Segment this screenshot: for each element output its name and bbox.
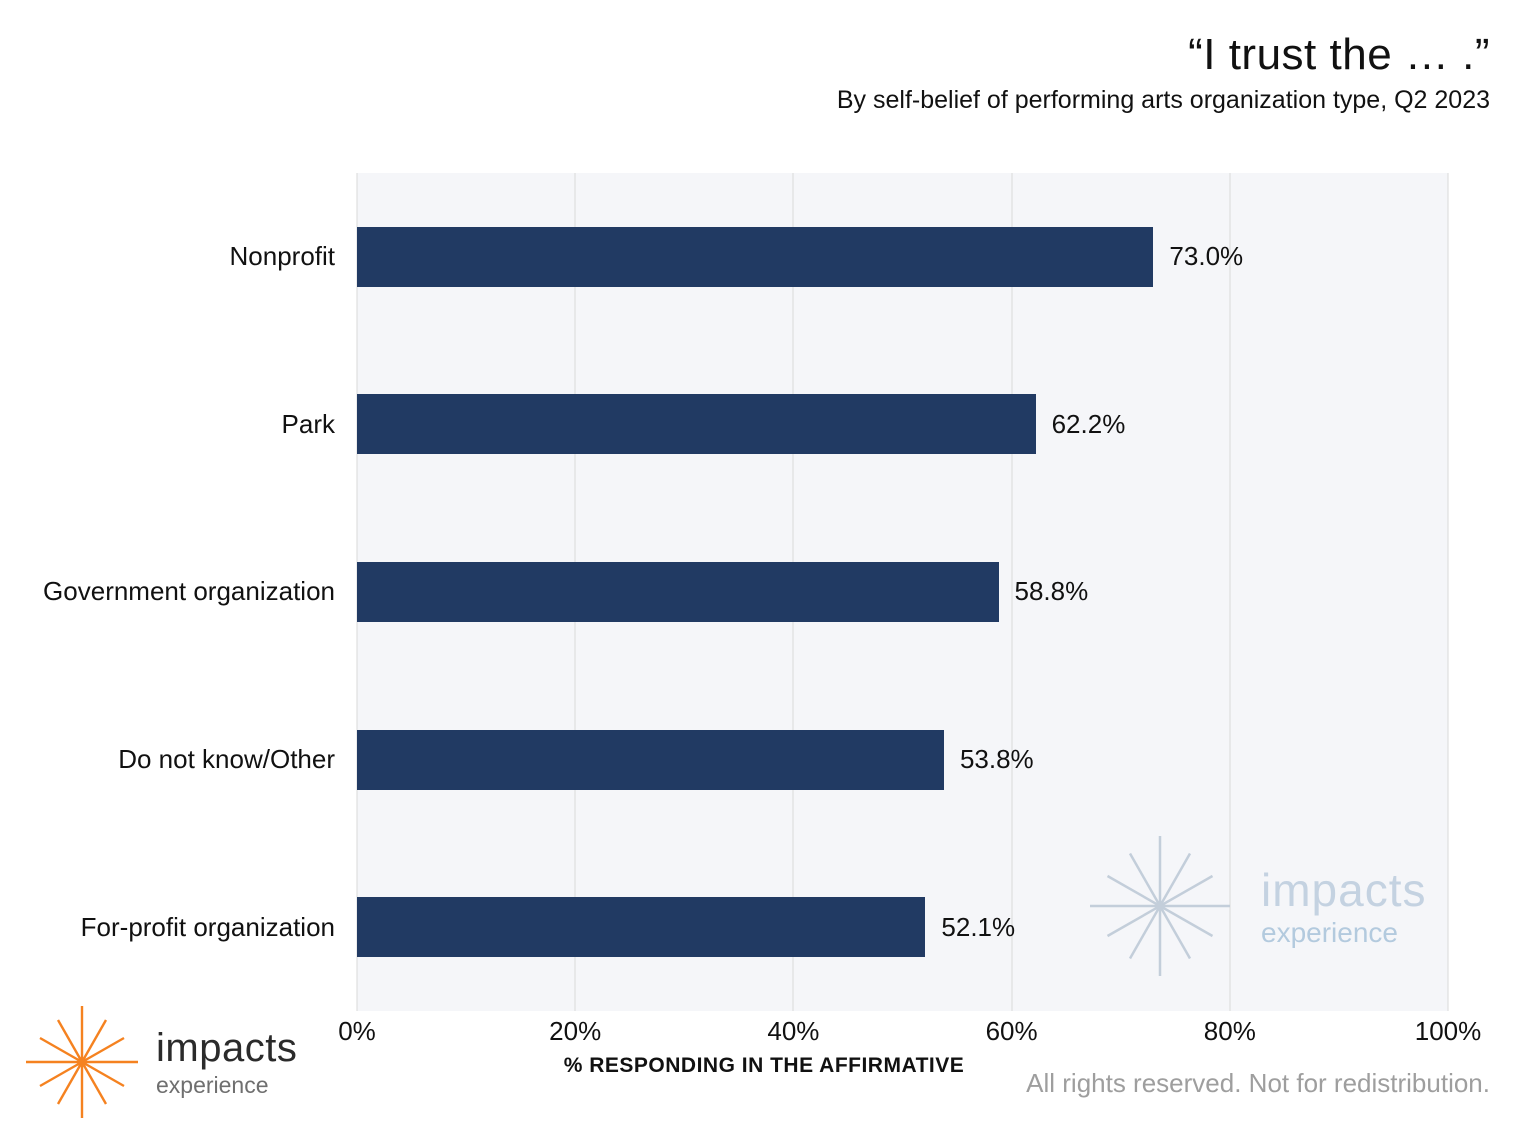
bars: 73.0% 62.2% 58.8% 53.8% 52.1% bbox=[357, 173, 1448, 1011]
bar-row: 58.8% bbox=[357, 508, 1448, 676]
bar-row: 73.0% bbox=[357, 173, 1448, 341]
category-label: For-profit organization bbox=[80, 911, 335, 942]
bar-value-label: 53.8% bbox=[959, 744, 1034, 775]
starburst-watermark-icon bbox=[1090, 836, 1230, 976]
bar-row: 62.2% bbox=[357, 341, 1448, 509]
chart-title: “I trust the … .” bbox=[1188, 30, 1490, 79]
x-tick-label: 40% bbox=[767, 1016, 820, 1046]
x-tick-label: 20% bbox=[549, 1016, 602, 1046]
gridline bbox=[1447, 173, 1449, 1011]
logo-brand: impacts bbox=[156, 1025, 298, 1070]
watermark: impacts experience bbox=[1085, 831, 1426, 981]
bar-row: 52.1% bbox=[357, 843, 1448, 1011]
x-axis-ticks: 0% 20% 40% 60% 80% 100% bbox=[338, 1016, 1481, 1050]
bar bbox=[357, 729, 944, 790]
chart-header: “I trust the … .” By self-belief of perf… bbox=[837, 30, 1490, 115]
chart-subtitle: By self-belief of performing arts organi… bbox=[836, 86, 1490, 114]
x-axis-title: % RESPONDING IN THE AFFIRMATIVE bbox=[563, 1054, 965, 1077]
x-tick-label: 60% bbox=[985, 1016, 1038, 1046]
bar bbox=[357, 226, 1154, 287]
category-label: Park bbox=[281, 408, 335, 439]
gridline bbox=[1011, 173, 1013, 1011]
bar-value-label: 52.1% bbox=[941, 911, 1016, 942]
category-label: Do not know/Other bbox=[118, 744, 335, 775]
logo-text: impacts experience bbox=[156, 1026, 297, 1099]
category-label: Government organization bbox=[43, 576, 335, 607]
logo-sub: experience bbox=[156, 1071, 269, 1098]
watermark-brand: impacts bbox=[1261, 864, 1427, 916]
category-labels: Nonprofit Park Government organization Do n… bbox=[0, 173, 335, 1011]
gridline bbox=[1229, 173, 1231, 1011]
bar-value-label: 58.8% bbox=[1014, 576, 1089, 607]
bar-value-label: 62.2% bbox=[1051, 408, 1126, 439]
brand-logo: impacts experience bbox=[22, 1002, 297, 1122]
bar-value-label: 73.0% bbox=[1169, 241, 1244, 272]
category-label: Nonprofit bbox=[229, 241, 336, 272]
bar bbox=[357, 561, 999, 622]
x-tick-label: 100% bbox=[1414, 1016, 1482, 1046]
starburst-logo-icon bbox=[26, 1006, 138, 1118]
bar bbox=[357, 394, 1036, 455]
rights-notice: All rights reserved. Not for redistribut… bbox=[1026, 1068, 1490, 1098]
bar-row: 53.8% bbox=[357, 676, 1448, 844]
x-tick-label: 0% bbox=[338, 1016, 376, 1046]
x-tick-label: 80% bbox=[1203, 1016, 1256, 1046]
watermark-sub: experience bbox=[1261, 917, 1398, 948]
plot-area: impacts experience 73.0% 62.2% 58.8% 53.8% 5… bbox=[356, 173, 1449, 1011]
bar bbox=[357, 897, 926, 958]
watermark-text: impacts experience bbox=[1261, 863, 1426, 949]
